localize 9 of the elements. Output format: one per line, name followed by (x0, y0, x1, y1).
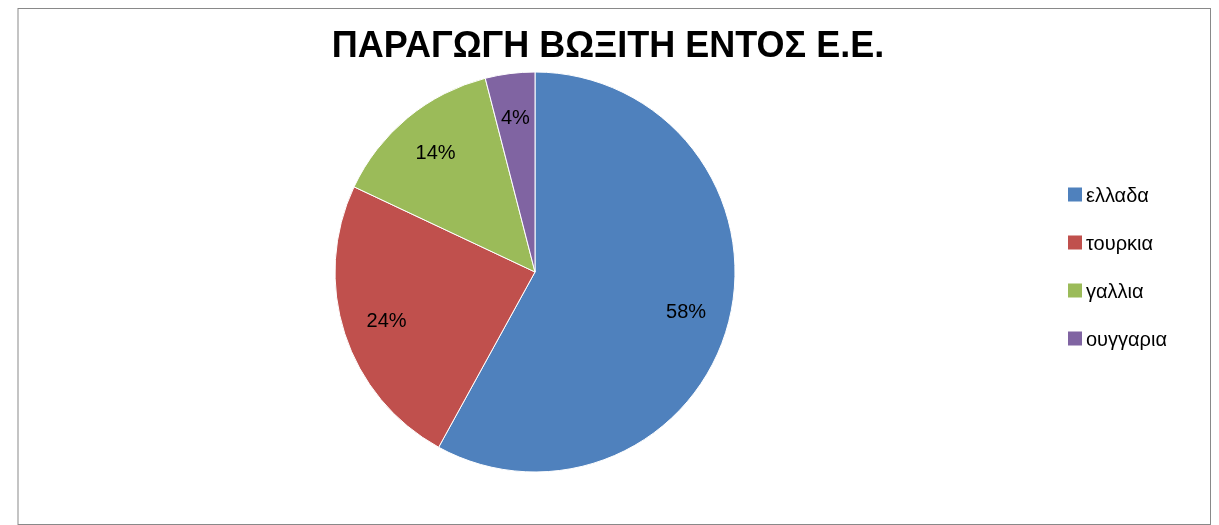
chart-title: ΠΑΡΑΓΩΓΗ ΒΩΞΙΤΗ ΕΝΤΟΣ Ε.Ε. (331, 23, 885, 65)
legend-label: ουγγαρια (1086, 327, 1168, 350)
legend-label: ελλαδα (1086, 183, 1149, 206)
data-label: 58% (666, 299, 707, 322)
data-label: 4% (500, 106, 531, 129)
data-label: 14% (415, 140, 456, 163)
legend-label: γαλλια (1086, 279, 1144, 302)
legend-label: τουρκια (1086, 231, 1154, 254)
data-label: 24% (366, 309, 407, 332)
